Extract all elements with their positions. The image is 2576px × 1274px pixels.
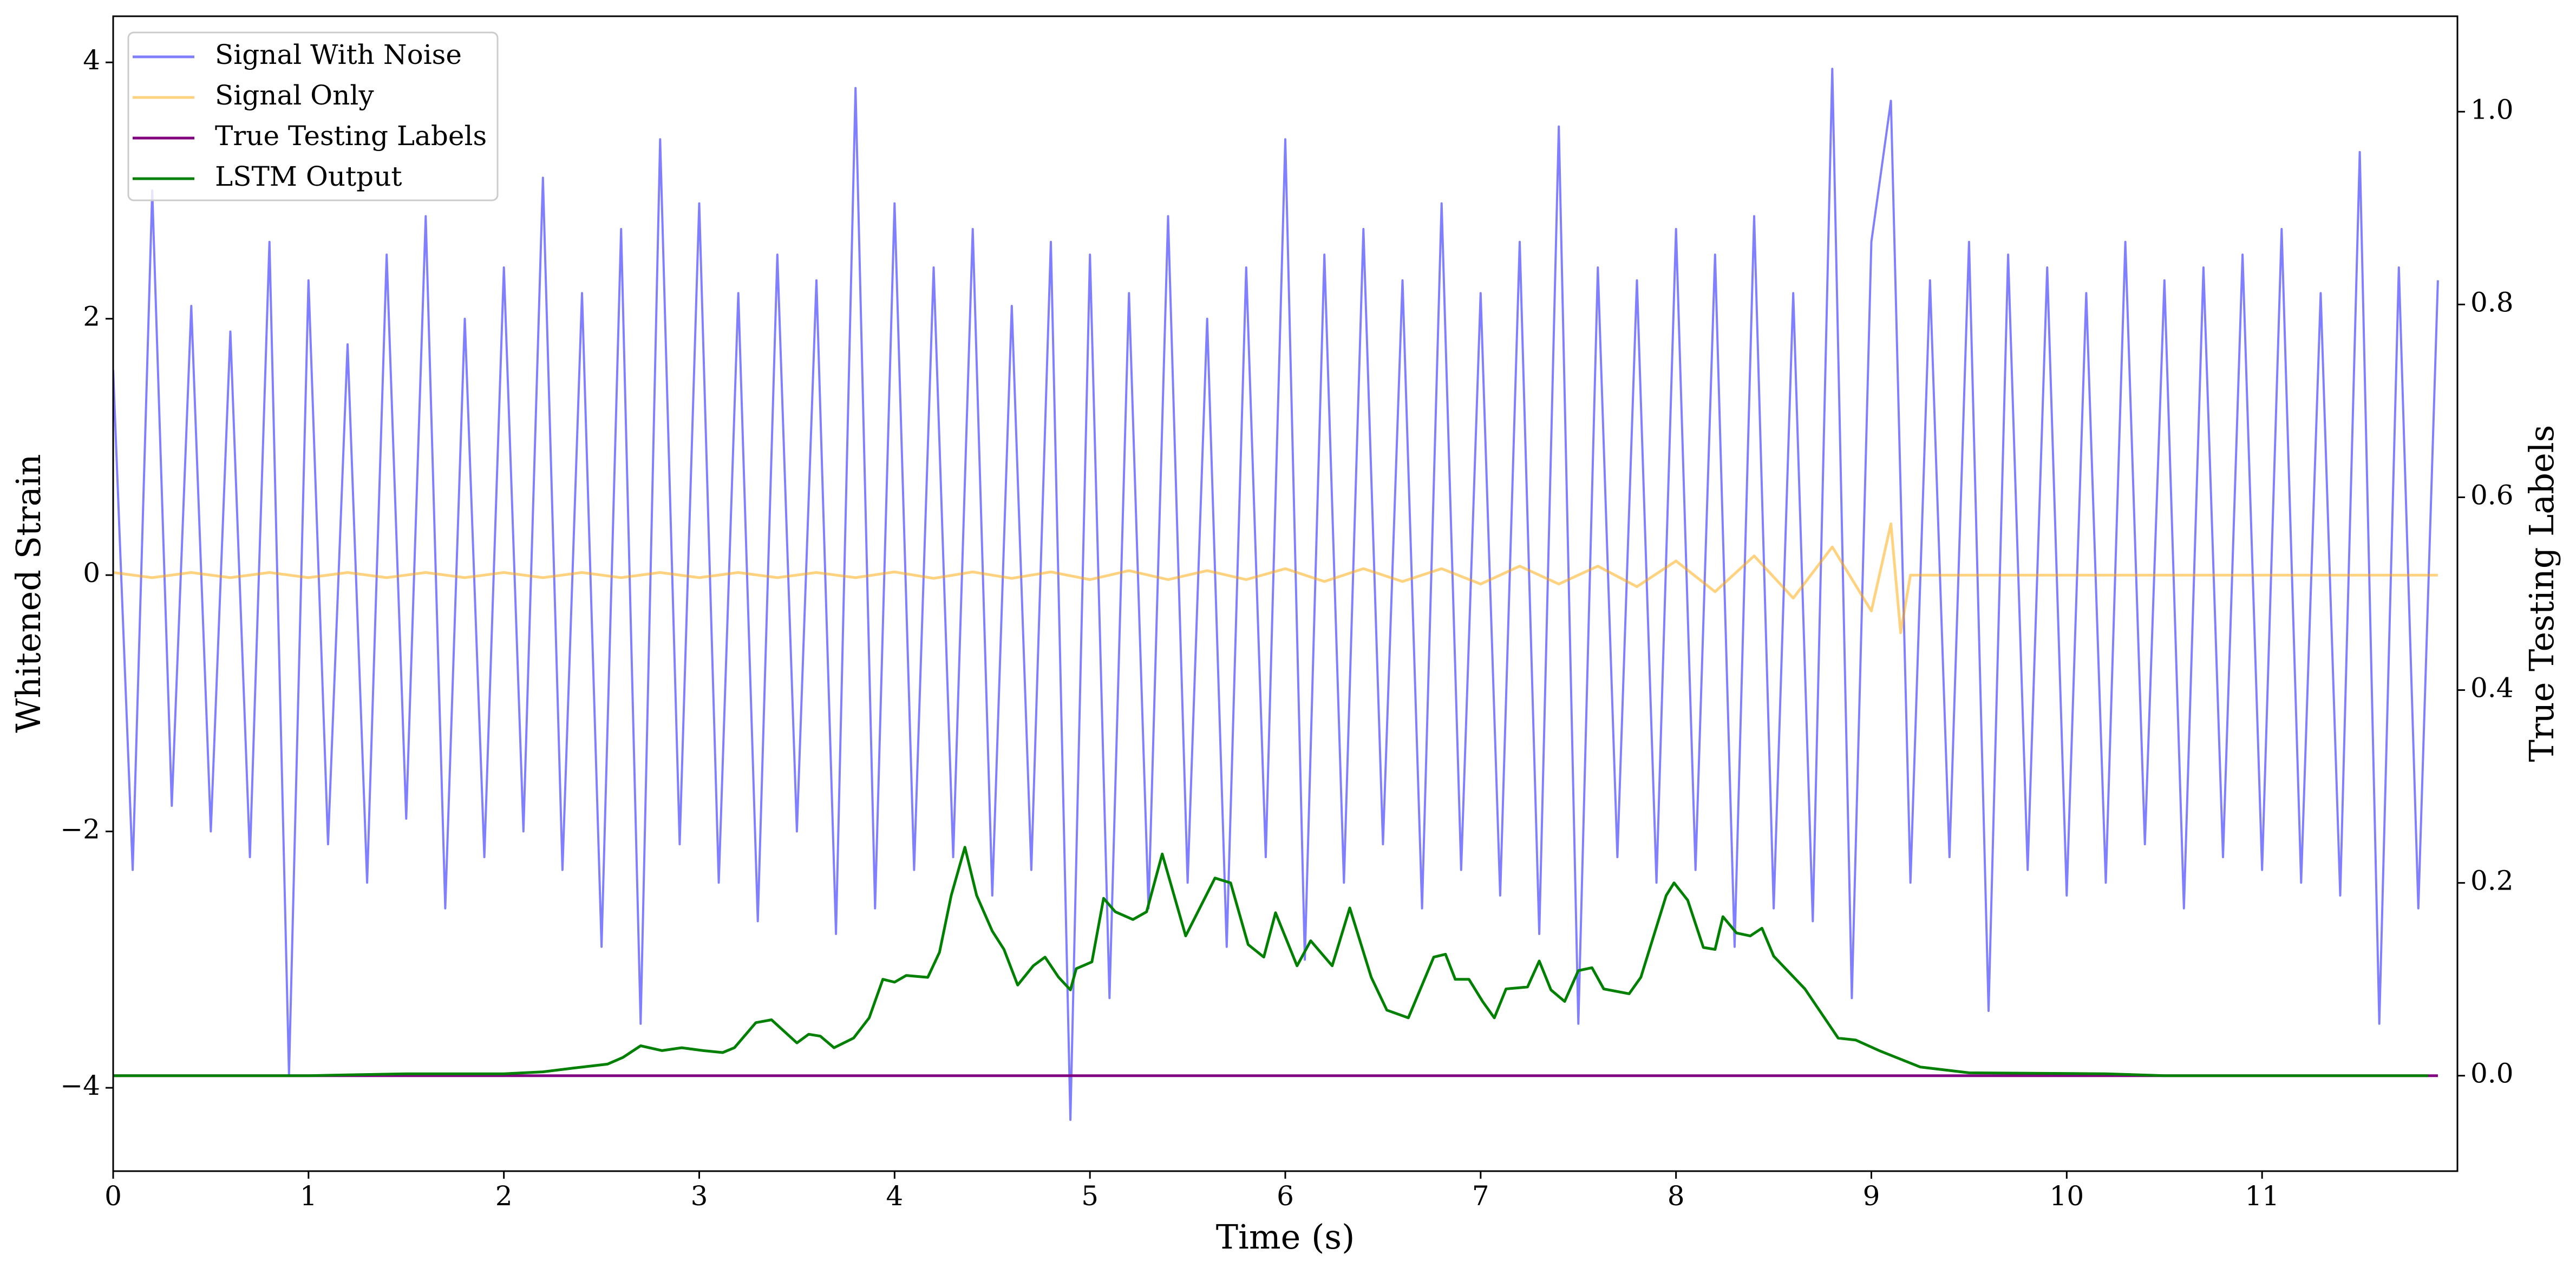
y-tick-label: 0 xyxy=(83,557,100,589)
x-tick-label: 11 xyxy=(2245,1180,2279,1212)
series-line xyxy=(113,846,2428,1077)
series-line xyxy=(113,522,2438,635)
y2-tick-label: 0.2 xyxy=(2470,865,2514,897)
x-tick-label: 3 xyxy=(691,1180,708,1212)
plot-area xyxy=(113,68,2439,1121)
x-tick-label: 5 xyxy=(1081,1180,1099,1212)
y2-tick-label: 0.8 xyxy=(2470,286,2514,318)
legend-label: Signal With Noise xyxy=(215,39,462,70)
x-tick-label: 10 xyxy=(2050,1180,2084,1212)
x-tick-label: 2 xyxy=(495,1180,513,1212)
y-tick-label: 2 xyxy=(83,301,100,332)
y-axis-label: Whitened Strain xyxy=(9,454,48,733)
x-axis-label: Time (s) xyxy=(1216,1217,1355,1257)
x-tick-label: 8 xyxy=(1668,1180,1685,1212)
y-tick-label: −4 xyxy=(60,1070,100,1101)
legend-label: LSTM Output xyxy=(215,161,402,192)
y2-axis-label: True Testing Labels xyxy=(2522,425,2561,762)
x-tick-label: 1 xyxy=(300,1180,317,1212)
series-line xyxy=(113,68,2439,1121)
x-tick-label: 7 xyxy=(1472,1180,1489,1212)
y2-tick-label: 0.6 xyxy=(2470,479,2514,511)
x-tick-label: 9 xyxy=(1863,1180,1880,1212)
x-tick-label: 6 xyxy=(1277,1180,1294,1212)
legend-label: Signal Only xyxy=(215,80,374,111)
legend-label: True Testing Labels xyxy=(215,120,487,152)
x-tick-label: 4 xyxy=(886,1180,903,1212)
y2-tick-label: 0.0 xyxy=(2470,1058,2514,1089)
y2-tick-label: 1.0 xyxy=(2470,94,2514,125)
legend: Signal With Noise Signal Only True Testing… xyxy=(127,31,499,201)
y-tick-label: −2 xyxy=(60,814,100,845)
x-tick-label: 0 xyxy=(104,1180,122,1212)
y2-tick-label: 0.4 xyxy=(2470,672,2514,704)
y-tick-label: 4 xyxy=(83,44,100,76)
legend-box xyxy=(127,31,499,201)
